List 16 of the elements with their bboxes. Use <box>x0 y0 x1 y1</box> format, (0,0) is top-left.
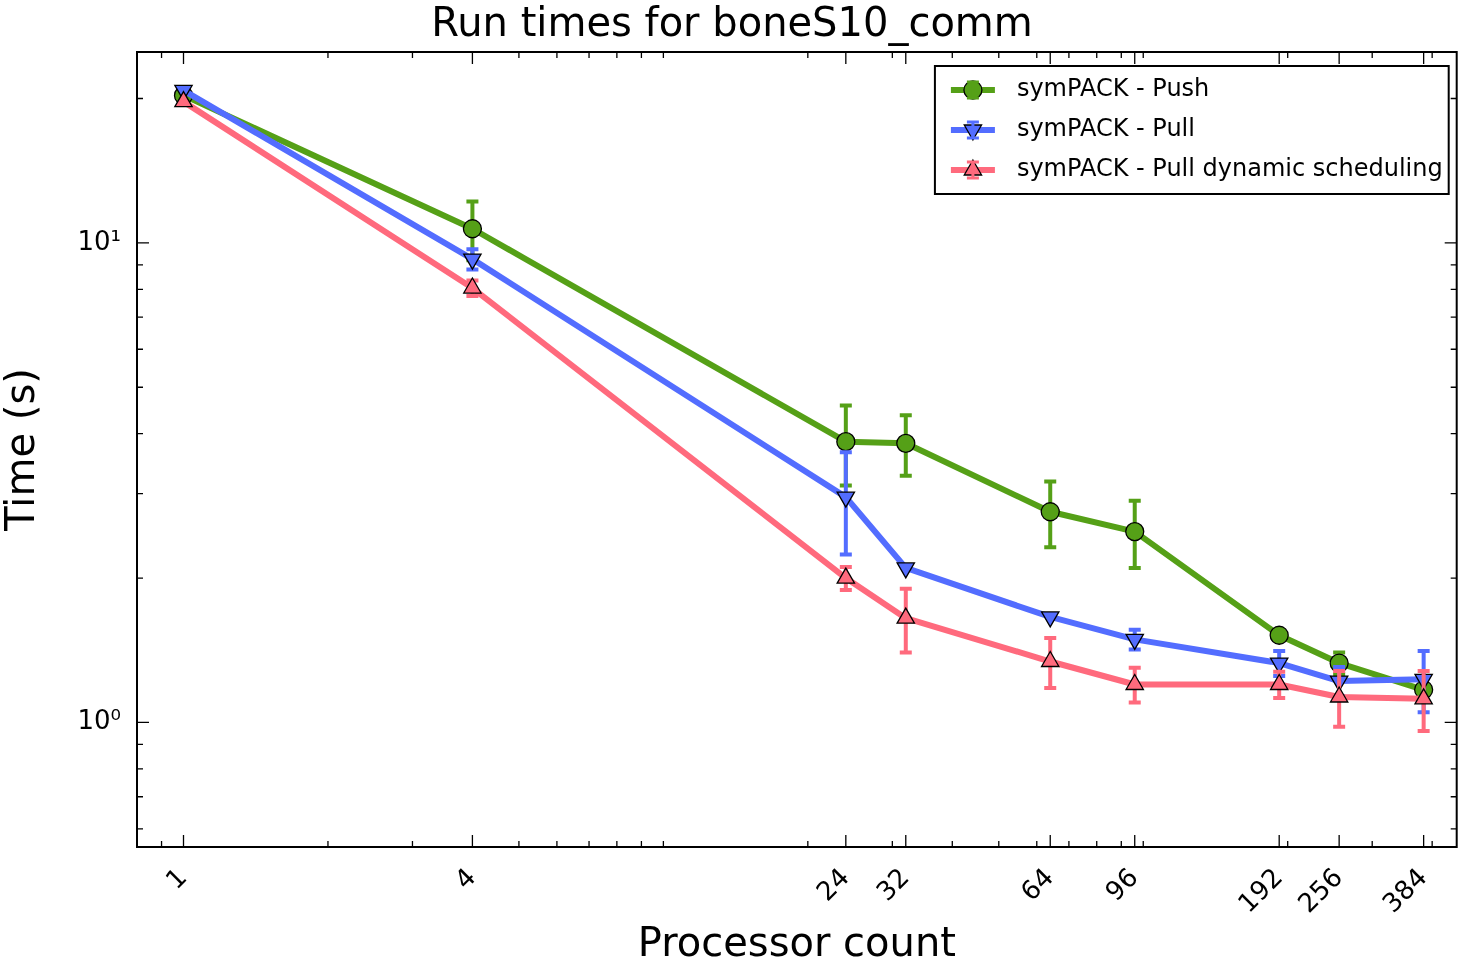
legend-label: symPACK - Pull <box>1016 114 1195 143</box>
x-tick-label: 1 <box>159 861 193 895</box>
legend-label: symPACK - Push <box>1016 74 1210 103</box>
x-tick-label: 24 <box>810 861 855 907</box>
x-tick-label: 96 <box>1099 861 1144 907</box>
x-axis-title: Processor count <box>637 919 956 966</box>
x-tick-label: 32 <box>870 861 915 907</box>
y-axis-title: Time (s) <box>0 368 44 532</box>
y-tick-label: 10⁰ <box>77 705 121 736</box>
x-tick-label: 4 <box>448 861 482 895</box>
legend-label: symPACK - Pull dynamic scheduling <box>1016 154 1443 183</box>
x-tick-label: 64 <box>1014 861 1060 907</box>
y-tick-label: 10¹ <box>77 225 121 256</box>
x-tick-label: 384 <box>1376 861 1433 919</box>
x-tick-label: 192 <box>1231 861 1289 919</box>
chart-title: Run times for boneS10_comm <box>431 0 1033 47</box>
